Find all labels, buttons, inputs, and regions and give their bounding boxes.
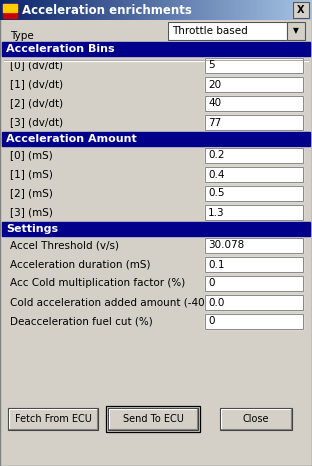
Bar (205, 115, 303, 130)
Bar (205, 314, 303, 329)
Text: Fetch From ECU: Fetch From ECU (15, 414, 91, 424)
Text: ▼: ▼ (293, 27, 299, 35)
Text: Close: Close (243, 414, 269, 424)
Text: Acceleration enrichments: Acceleration enrichments (22, 4, 192, 16)
Bar (205, 96, 303, 111)
Bar (168, 22, 305, 40)
Text: Cold acceleration added amount (-40°C) (mS): Cold acceleration added amount (-40°C) (… (10, 297, 249, 308)
Text: [0] (dv/dt): [0] (dv/dt) (10, 61, 63, 70)
Bar (3, 4, 17, 18)
Text: [1] (mS): [1] (mS) (10, 170, 53, 179)
Bar (287, 22, 305, 40)
Text: 40: 40 (208, 98, 221, 109)
Bar (293, 2, 309, 18)
Text: 1.3: 1.3 (208, 207, 225, 218)
Bar (3, 4, 17, 12)
Bar (205, 276, 303, 291)
Bar (8, 408, 98, 430)
Text: 0: 0 (208, 316, 215, 327)
Bar (205, 148, 303, 163)
Bar (205, 238, 303, 253)
Bar (293, 2, 309, 18)
Bar (168, 22, 305, 40)
Bar (205, 186, 303, 201)
Text: Throttle based: Throttle based (172, 26, 248, 36)
Bar (205, 257, 303, 272)
Text: [3] (dv/dt): [3] (dv/dt) (10, 117, 63, 128)
Text: 20: 20 (208, 80, 221, 89)
Bar (205, 186, 303, 201)
Text: [2] (dv/dt): [2] (dv/dt) (10, 98, 63, 109)
Bar (287, 22, 305, 40)
Bar (2, 132, 310, 146)
Text: 0.0: 0.0 (208, 297, 224, 308)
Bar (2, 222, 310, 236)
Bar (205, 148, 303, 163)
Bar (2, 42, 310, 56)
Text: Type: Type (10, 31, 34, 41)
Bar (205, 257, 303, 272)
Text: Accel Threshold (v/s): Accel Threshold (v/s) (10, 240, 119, 251)
Bar (205, 238, 303, 253)
Bar (108, 408, 198, 430)
Text: [3] (mS): [3] (mS) (10, 207, 53, 218)
Bar (205, 205, 303, 220)
Bar (205, 77, 303, 92)
Text: Settings: Settings (6, 224, 58, 234)
Bar (205, 167, 303, 182)
Text: 0.4: 0.4 (208, 170, 225, 179)
Text: 0.2: 0.2 (208, 151, 225, 160)
Text: X: X (297, 5, 305, 15)
Text: 30.078: 30.078 (208, 240, 244, 251)
Bar (8, 408, 98, 430)
Text: Acceleration Amount: Acceleration Amount (6, 134, 137, 144)
Bar (205, 205, 303, 220)
Bar (220, 408, 292, 430)
Text: [2] (mS): [2] (mS) (10, 189, 53, 199)
Bar (205, 77, 303, 92)
Text: 0: 0 (208, 279, 215, 288)
Text: 0.5: 0.5 (208, 189, 225, 199)
Text: 0.1: 0.1 (208, 260, 225, 269)
Bar (205, 115, 303, 130)
Bar (220, 408, 292, 430)
Bar (205, 58, 303, 73)
Text: Acceleration duration (mS): Acceleration duration (mS) (10, 260, 150, 269)
Bar (205, 167, 303, 182)
Bar (205, 314, 303, 329)
Bar (205, 295, 303, 310)
Bar (205, 276, 303, 291)
Bar (205, 58, 303, 73)
Text: Acc Cold multiplication factor (%): Acc Cold multiplication factor (%) (10, 279, 185, 288)
Text: Deacceleration fuel cut (%): Deacceleration fuel cut (%) (10, 316, 153, 327)
Bar (106, 406, 200, 432)
Text: 5: 5 (208, 61, 215, 70)
Text: Send To ECU: Send To ECU (123, 414, 183, 424)
Bar (108, 408, 198, 430)
Text: 77: 77 (208, 117, 221, 128)
Bar (205, 295, 303, 310)
Text: [0] (mS): [0] (mS) (10, 151, 53, 160)
Text: Acceleration Bins: Acceleration Bins (6, 44, 115, 54)
Bar (205, 96, 303, 111)
Text: [1] (dv/dt): [1] (dv/dt) (10, 80, 63, 89)
